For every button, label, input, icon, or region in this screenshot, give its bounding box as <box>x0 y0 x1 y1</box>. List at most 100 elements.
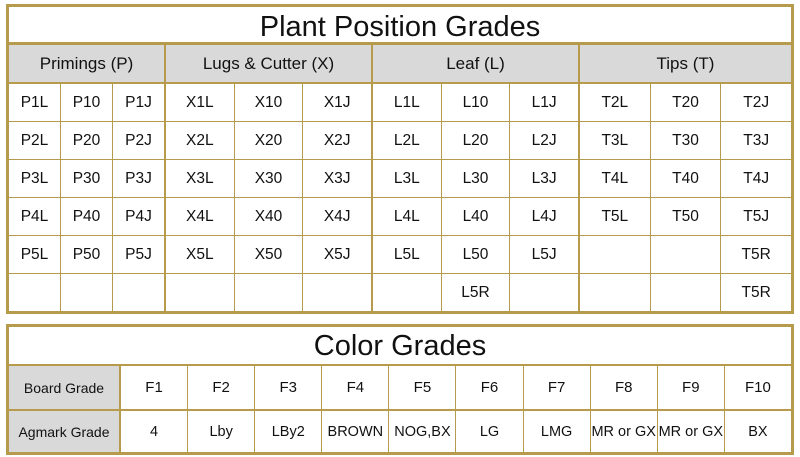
grade-cell: L5L <box>373 236 442 273</box>
grade-cell: L1J <box>531 93 557 111</box>
table-row: X3L X30 X3J <box>166 160 371 198</box>
grade-cell: P4L <box>9 198 61 235</box>
agmark-grade-cell: BROWN <box>322 411 390 452</box>
grade-cell: X2J <box>323 131 351 149</box>
grade-cell <box>510 274 578 311</box>
grade-cell: L50 <box>442 236 511 273</box>
group-header-row: Primings (P) Lugs & Cutter (X) Leaf (L) … <box>9 45 791 84</box>
table-row: P5L P50 P5J <box>9 236 164 274</box>
board-grade-label: Board Grade <box>9 366 121 409</box>
grade-cell: T20 <box>651 84 722 121</box>
grade-cell: T50 <box>651 198 722 235</box>
agmark-grade-cell: BX <box>748 423 768 440</box>
agmark-grade-label: Agmark Grade <box>9 411 121 452</box>
agmark-grade-cell: MR or GX <box>658 411 725 452</box>
group-header-primings: Primings (P) <box>9 45 166 82</box>
grade-cell: X50 <box>235 236 304 273</box>
table-row: L3L L30 L3J <box>373 160 578 198</box>
grade-cell: X2L <box>166 122 235 159</box>
grade-cell: X3L <box>166 160 235 197</box>
grade-cell: T4L <box>580 160 651 197</box>
board-grade-cell: F9 <box>658 366 725 409</box>
grade-cell: P2J <box>125 131 152 149</box>
grade-cell: X3J <box>323 169 351 187</box>
grade-cell: T5L <box>580 198 651 235</box>
table-row: L4L L40 L4J <box>373 198 578 236</box>
grade-cell: X20 <box>235 122 304 159</box>
grade-cell: P1J <box>125 93 152 111</box>
group-leaf: L1L L10 L1J L2L L20 L2J L3L L30 L3J L4L … <box>373 84 580 311</box>
grade-cell: L30 <box>442 160 511 197</box>
grade-cell <box>580 274 651 311</box>
grade-cell: P2L <box>9 122 61 159</box>
board-grade-row: Board Grade F1 F2 F3 F4 F5 F6 F7 F8 F9 F… <box>9 366 791 411</box>
table-row: L5R <box>373 274 578 311</box>
grade-cell: X30 <box>235 160 304 197</box>
grade-cell: P3L <box>9 160 61 197</box>
group-primings: P1L P10 P1J P2L P20 P2J P3L P30 P3J P4L … <box>9 84 166 311</box>
grade-cell: T40 <box>651 160 722 197</box>
group-header-leaf: Leaf (L) <box>373 45 580 82</box>
grade-cell: P20 <box>61 122 113 159</box>
grade-cell: T4J <box>743 169 770 187</box>
grade-cell: T3L <box>580 122 651 159</box>
agmark-grade-cell: MR or GX <box>591 411 658 452</box>
grade-cell: X40 <box>235 198 304 235</box>
table-row <box>166 274 371 311</box>
grade-cell: L5J <box>531 245 557 263</box>
table-row: T5R <box>580 236 791 274</box>
grade-cell <box>235 274 304 311</box>
grade-cell: L40 <box>442 198 511 235</box>
grade-cell: L2L <box>373 122 442 159</box>
grade-cell: L2J <box>531 131 557 149</box>
grade-cell <box>651 274 722 311</box>
grade-cell <box>9 274 61 311</box>
grade-cell: L4L <box>373 198 442 235</box>
grade-cell: P40 <box>61 198 113 235</box>
table-row: T5R <box>580 274 791 311</box>
grade-cell: T5R <box>741 245 771 263</box>
color-grades-table: Color Grades Board Grade F1 F2 F3 F4 F5 … <box>6 324 794 455</box>
board-grade-cell: F6 <box>456 366 524 409</box>
grade-cell: X4L <box>166 198 235 235</box>
grade-cell: X1L <box>166 84 235 121</box>
agmark-grade-cell: 4 <box>121 411 189 452</box>
grade-cell: T5J <box>743 207 770 225</box>
board-grade-cell: F5 <box>389 366 457 409</box>
grade-cell <box>373 274 442 311</box>
grade-cell <box>113 274 164 311</box>
grade-cell: P30 <box>61 160 113 197</box>
board-grade-cell: F7 <box>524 366 591 409</box>
grade-cell: L1L <box>373 84 442 121</box>
table-row: L5L L50 L5J <box>373 236 578 274</box>
board-grade-cell: F10 <box>744 379 771 396</box>
grade-cell: X5L <box>166 236 235 273</box>
table-row: L1L L10 L1J <box>373 84 578 122</box>
board-grade-cell: F8 <box>591 366 658 409</box>
table-row: X2L X20 X2J <box>166 122 371 160</box>
table-row: T3L T30 T3J <box>580 122 791 160</box>
grade-cell: P10 <box>61 84 113 121</box>
table-row: T2L T20 T2J <box>580 84 791 122</box>
agmark-grade-cell: Lby <box>188 411 256 452</box>
group-tips: T2L T20 T2J T3L T30 T3J T4L T40 T4J T5L … <box>580 84 791 311</box>
plant-position-title: Plant Position Grades <box>9 7 791 45</box>
grade-cell: T3J <box>743 131 770 149</box>
agmark-grade-row: Agmark Grade 4 Lby LBy2 BROWN NOG,BX LG … <box>9 411 791 452</box>
grade-cell <box>166 274 235 311</box>
board-grade-cell: F3 <box>255 366 323 409</box>
grade-cell: L4J <box>531 207 557 225</box>
grade-cell: P4J <box>125 207 152 225</box>
board-grade-cell: F2 <box>188 366 256 409</box>
table-row <box>9 274 164 311</box>
grade-cell: L5R <box>442 274 511 311</box>
table-row: T4L T40 T4J <box>580 160 791 198</box>
grade-cell: X4J <box>323 207 351 225</box>
grade-cell <box>651 236 722 273</box>
table-row: X4L X40 X4J <box>166 198 371 236</box>
grade-cell: T2L <box>580 84 651 121</box>
grade-cell: P5J <box>125 245 152 263</box>
grade-cell: T30 <box>651 122 722 159</box>
grade-cell: P3J <box>125 169 152 187</box>
grade-cell <box>61 274 113 311</box>
